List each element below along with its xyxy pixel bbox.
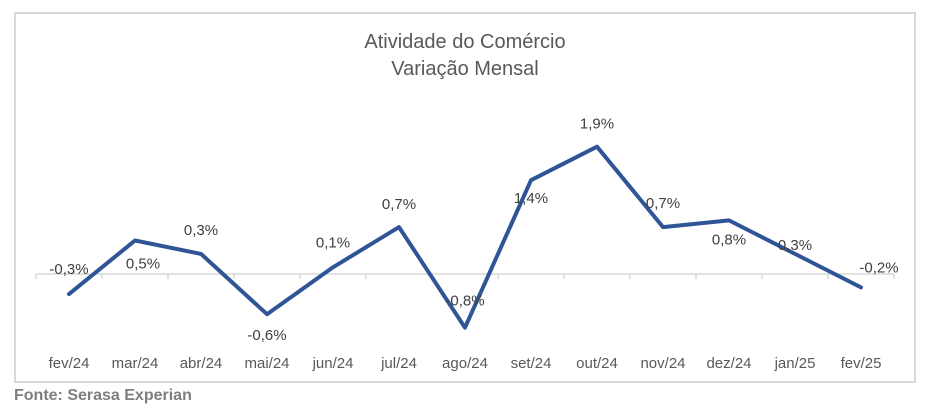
x-tick-label: dez/24 [706, 355, 751, 372]
x-tick-label: nov/24 [640, 355, 685, 372]
data-label: -0,2% [859, 259, 898, 276]
x-tick-label: mar/24 [112, 355, 159, 372]
x-tick-label: out/24 [576, 355, 618, 372]
x-tick-label: jun/24 [312, 355, 354, 372]
data-label: 0,8% [712, 231, 746, 248]
chart-subtitle: Variação Mensal [391, 58, 538, 80]
data-label: 0,3% [184, 222, 218, 239]
chart-frame [14, 12, 916, 383]
data-label: -0,3% [49, 261, 88, 278]
x-tick-label: fev/24 [49, 355, 90, 372]
data-label: 1,4% [514, 190, 548, 207]
x-tick-label: set/24 [511, 355, 552, 372]
data-label: 1,9% [580, 116, 614, 133]
data-label: 0,7% [382, 196, 416, 213]
data-label: -0,6% [247, 327, 286, 344]
x-tick-label: fev/25 [841, 355, 882, 372]
data-label: 0,1% [316, 234, 350, 251]
source-note: Fonte: Serasa Experian [14, 387, 192, 404]
x-tick-label: ago/24 [442, 355, 488, 372]
x-tick-label: mai/24 [244, 355, 289, 372]
chart-title: Atividade do Comércio [364, 31, 565, 53]
data-label: 0,3% [778, 237, 812, 254]
x-tick-label: jan/25 [774, 355, 816, 372]
data-label: 0,5% [126, 256, 160, 273]
data-label: -0,8% [445, 293, 484, 310]
x-tick-label: abr/24 [180, 355, 223, 372]
x-tick-label: jul/24 [380, 355, 417, 372]
data-label: 0,7% [646, 195, 680, 212]
